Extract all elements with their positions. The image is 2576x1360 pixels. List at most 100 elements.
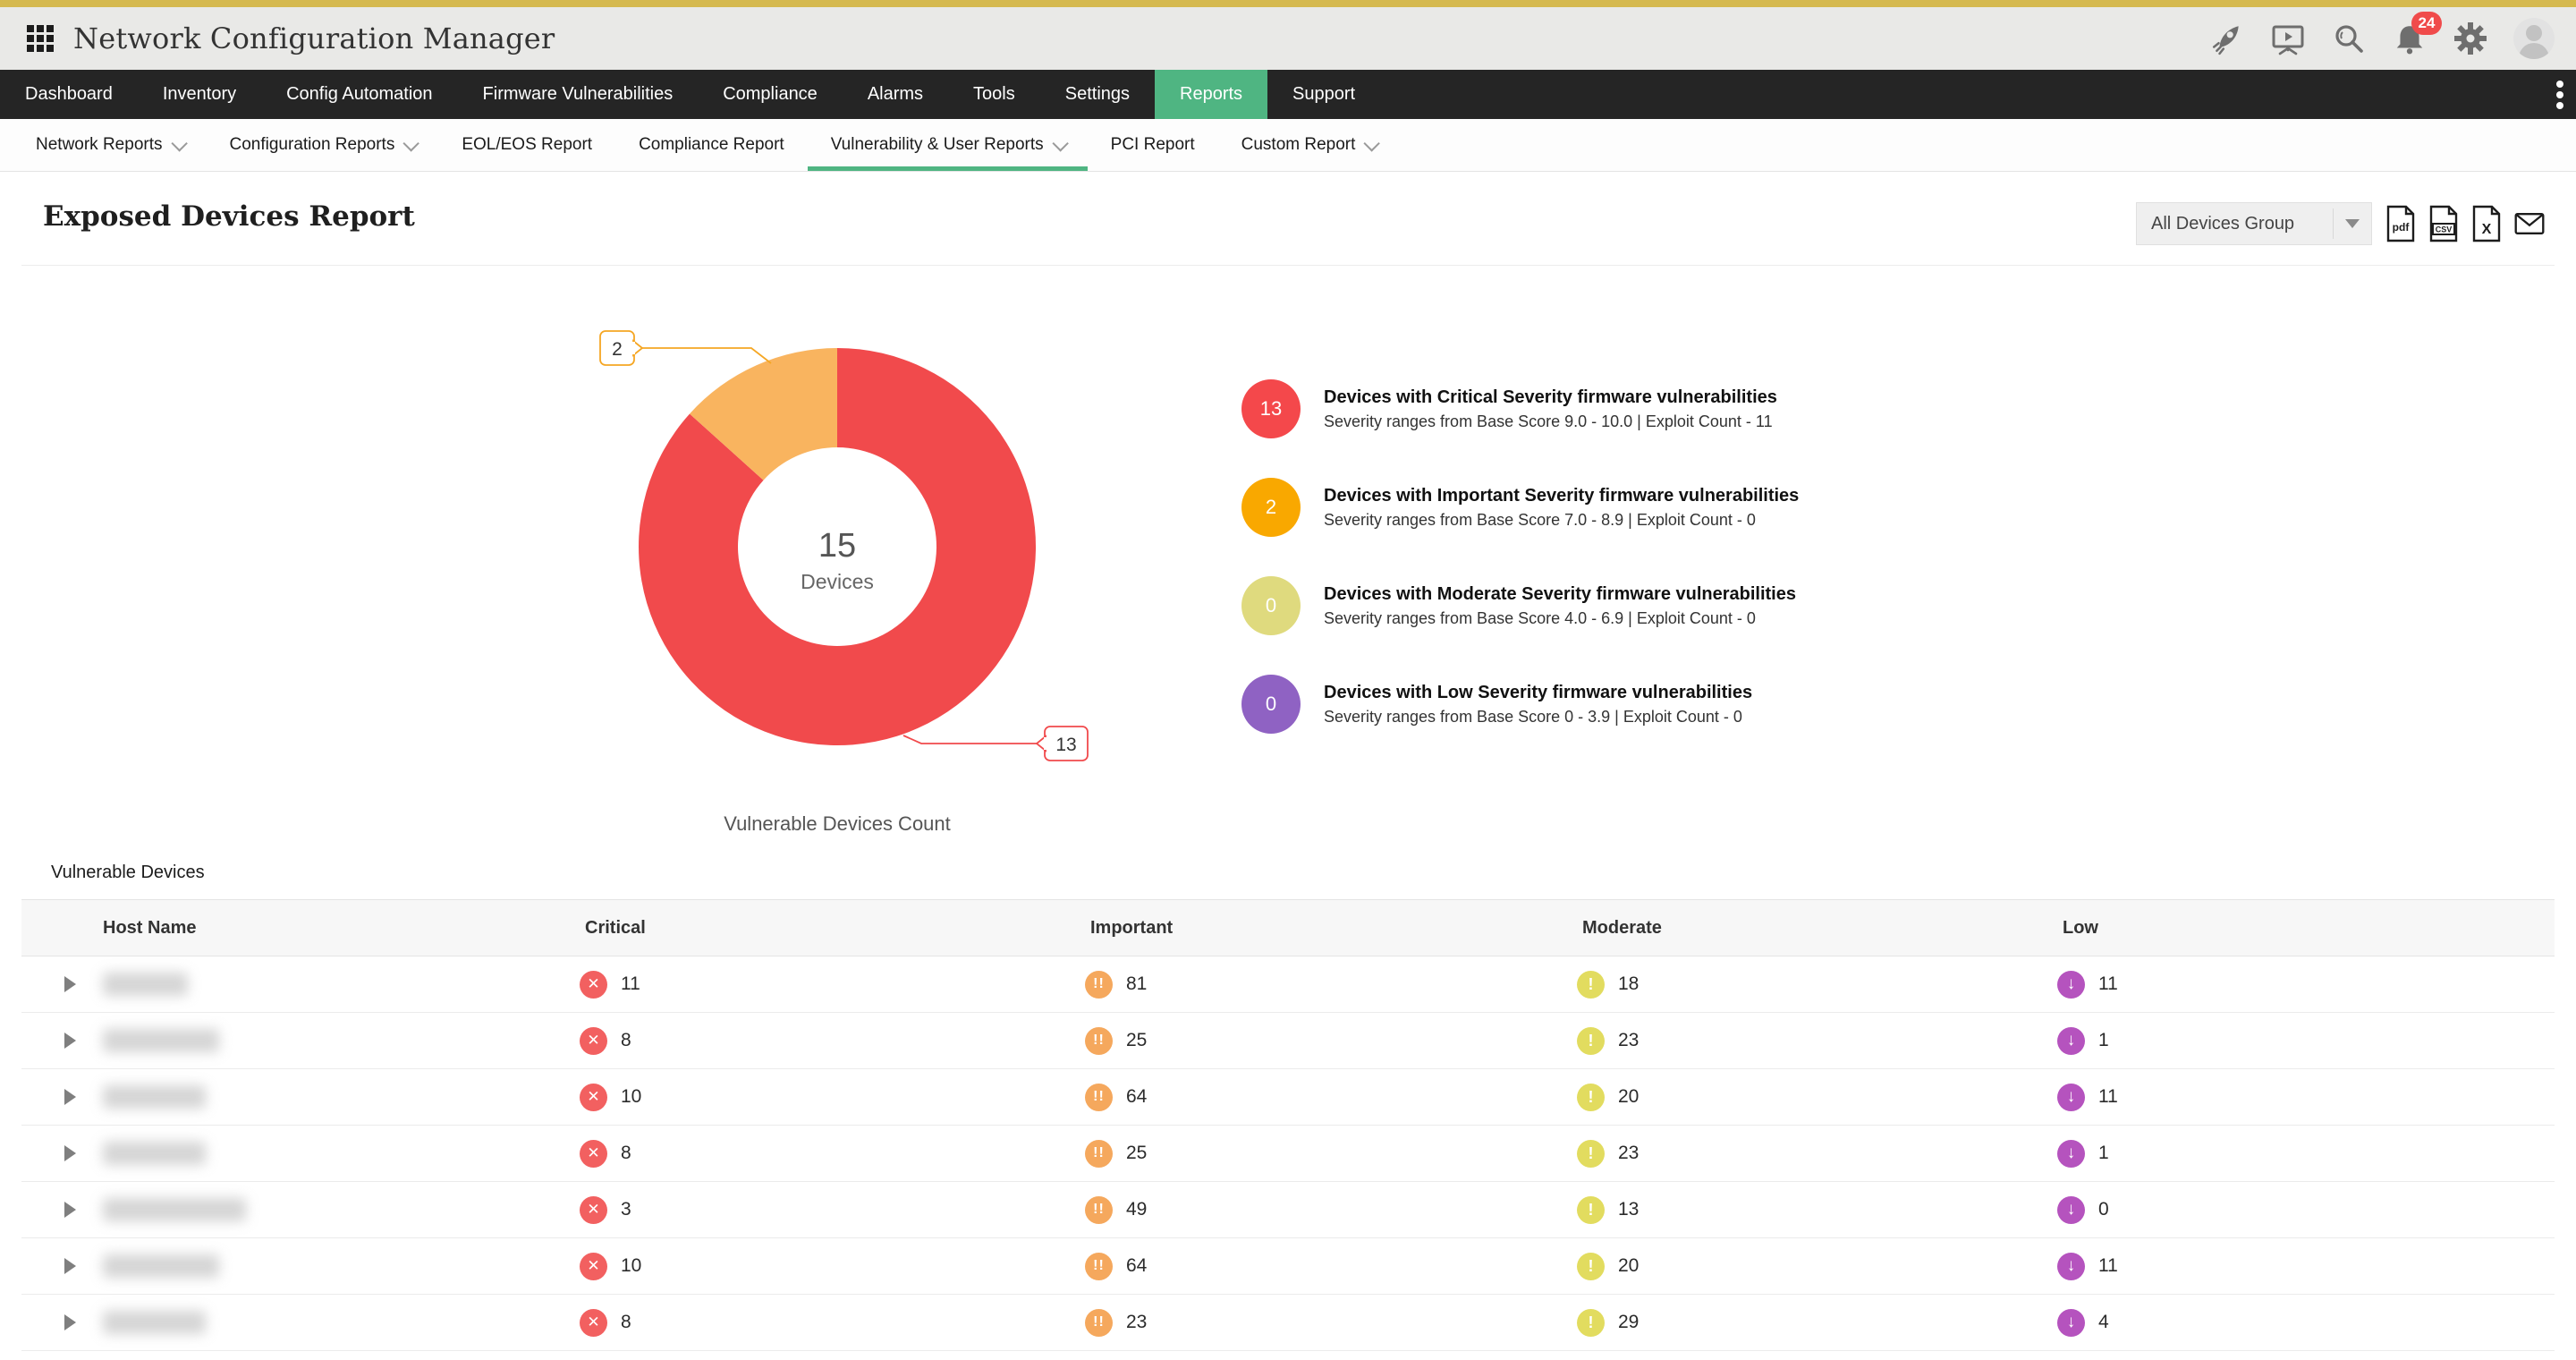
table-header-row: Host Name Critical Important Moderate Lo… (21, 899, 2555, 956)
moderate-severity-icon: ! (1577, 970, 1605, 999)
important-severity-icon: !! (1085, 1195, 1113, 1224)
table-row: ✕ 10 !! 64 ! 20 ↓ 11 (21, 1069, 2555, 1126)
moderate-severity-icon: ! (1577, 1139, 1605, 1168)
notifications-bell-icon[interactable]: 24 (2392, 12, 2442, 56)
export-csv-icon[interactable]: CSV (2428, 204, 2460, 243)
important-severity-icon: !! (1085, 1083, 1113, 1111)
important-cell: !! 23 (1063, 1308, 1555, 1337)
vulnerable-devices-donut-chart: 15 Devices 2 13 Vulnerable Devices Count (501, 286, 1181, 846)
settings-gear-icon[interactable] (2453, 21, 2488, 56)
svg-text:pdf: pdf (2393, 221, 2411, 234)
export-toolbar: pdf CSV X (2385, 204, 2546, 243)
vulnerable-devices-table: Host Name Critical Important Moderate Lo… (21, 899, 2555, 1351)
notification-badge: 24 (2411, 12, 2442, 35)
subnav-configuration-reports[interactable]: Configuration Reports (207, 119, 439, 171)
nav-overflow-menu-icon[interactable] (2556, 70, 2563, 119)
table-row: ✕ 8 !! 23 ! 29 ↓ 4 (21, 1295, 2555, 1351)
critical-severity-icon: ✕ (580, 1139, 607, 1168)
host-name-redacted (81, 1029, 558, 1052)
critical-severity-icon: ✕ (580, 1026, 607, 1055)
table-row: ✕ 11 !! 81 ! 18 ↓ 11 (21, 956, 2555, 1013)
row-expand-icon[interactable] (64, 1314, 76, 1330)
legend-title-low: Devices with Low Severity firmware vulne… (1324, 682, 1753, 702)
export-excel-icon[interactable]: X (2470, 204, 2503, 243)
important-cell: !! 49 (1063, 1195, 1555, 1224)
export-pdf-icon[interactable]: pdf (2385, 204, 2417, 243)
host-name-redacted (81, 1311, 558, 1334)
low-cell: ↓ 0 (2036, 1195, 2555, 1224)
legend-count-moderate: 0 (1241, 576, 1301, 635)
nav-item-reports[interactable]: Reports (1155, 70, 1268, 119)
row-expand-icon[interactable] (64, 1033, 76, 1049)
table-row: ✕ 3 !! 49 ! 13 ↓ 0 (21, 1182, 2555, 1238)
legend-subtitle-important: Severity ranges from Base Score 7.0 - 8.… (1324, 510, 1756, 529)
main-navigation: Dashboard Inventory Config Automation Fi… (0, 70, 2576, 119)
col-header-important: Important (1090, 917, 1174, 938)
col-header-low: Low (2063, 917, 2098, 938)
section-divider (21, 265, 2555, 266)
chevron-down-icon (1052, 134, 1069, 152)
col-header-critical: Critical (585, 917, 646, 938)
row-expand-icon[interactable] (64, 1258, 76, 1274)
moderate-cell: ! 13 (1555, 1195, 2036, 1224)
nav-item-alarms[interactable]: Alarms (867, 84, 924, 104)
device-group-dropdown[interactable]: All Devices Group (2136, 202, 2372, 245)
important-cell: !! 25 (1063, 1139, 1555, 1168)
nav-item-inventory[interactable]: Inventory (162, 84, 237, 104)
critical-severity-icon: ✕ (580, 1308, 607, 1337)
severity-legend: 13 Devices with Critical Severity firmwa… (1241, 379, 2046, 773)
nav-item-settings[interactable]: Settings (1064, 84, 1131, 104)
legend-subtitle-low: Severity ranges from Base Score 0 - 3.9 … (1324, 707, 1742, 726)
nav-item-dashboard[interactable]: Dashboard (25, 84, 113, 104)
nav-item-support[interactable]: Support (1292, 84, 1356, 104)
subnav-vulnerability-user-reports[interactable]: Vulnerability & User Reports (807, 119, 1088, 171)
legend-count-important: 2 (1241, 478, 1301, 537)
nav-item-config-automation[interactable]: Config Automation (286, 84, 433, 104)
important-severity-icon: !! (1085, 1026, 1113, 1055)
low-severity-icon: ↓ (2057, 1083, 2085, 1111)
subnav-network-reports[interactable]: Network Reports (13, 119, 207, 171)
nav-item-firmware-vulnerabilities[interactable]: Firmware Vulnerabilities (482, 84, 674, 104)
legend-subtitle-moderate: Severity ranges from Base Score 4.0 - 6.… (1324, 608, 1756, 627)
dropdown-caret-icon (2345, 219, 2360, 228)
device-group-dropdown-value: All Devices Group (2151, 213, 2295, 234)
legend-title-important: Devices with Important Severity firmware… (1324, 485, 1800, 506)
low-cell: ↓ 1 (2036, 1139, 2555, 1168)
moderate-severity-icon: ! (1577, 1252, 1605, 1280)
svg-text:X: X (2482, 222, 2492, 237)
subnav-pci-report[interactable]: PCI Report (1110, 135, 1195, 154)
low-cell: ↓ 11 (2036, 1083, 2555, 1111)
critical-severity-icon: ✕ (580, 1195, 607, 1224)
rocket-icon[interactable] (2209, 21, 2245, 56)
critical-severity-icon: ✕ (580, 1252, 607, 1280)
nav-item-compliance[interactable]: Compliance (723, 84, 818, 104)
low-severity-icon: ↓ (2057, 970, 2085, 999)
user-avatar[interactable] (2513, 18, 2555, 59)
donut-center-value: 15 (818, 527, 856, 565)
presentation-icon[interactable] (2270, 21, 2306, 56)
row-expand-icon[interactable] (64, 976, 76, 992)
nav-item-tools[interactable]: Tools (973, 84, 1015, 104)
host-name-redacted (81, 1085, 558, 1109)
low-cell: ↓ 11 (2036, 970, 2555, 999)
search-icon[interactable] (2331, 21, 2367, 56)
subnav-eol-eos-report[interactable]: EOL/EOS Report (462, 135, 593, 154)
important-severity-icon: !! (1085, 1139, 1113, 1168)
subnav-custom-report[interactable]: Custom Report (1218, 119, 1400, 171)
row-expand-icon[interactable] (64, 1089, 76, 1105)
row-expand-icon[interactable] (64, 1202, 76, 1218)
app-grid-icon[interactable] (27, 25, 54, 52)
active-tab-underline (807, 166, 1088, 171)
email-report-icon[interactable] (2513, 204, 2546, 243)
important-cell: !! 25 (1063, 1026, 1555, 1055)
row-expand-icon[interactable] (64, 1145, 76, 1161)
legend-item-critical: 13 Devices with Critical Severity firmwa… (1241, 379, 2046, 438)
critical-cell: ✕ 10 (558, 1252, 1063, 1280)
important-severity-icon: !! (1085, 970, 1113, 999)
subnav-compliance-report[interactable]: Compliance Report (639, 135, 784, 154)
page-title: Exposed Devices Report (43, 200, 415, 233)
donut-slice-critical[interactable] (639, 348, 1037, 745)
host-name-redacted (81, 1254, 558, 1278)
donut-slice-important[interactable] (690, 348, 837, 480)
critical-cell: ✕ 8 (558, 1308, 1063, 1337)
